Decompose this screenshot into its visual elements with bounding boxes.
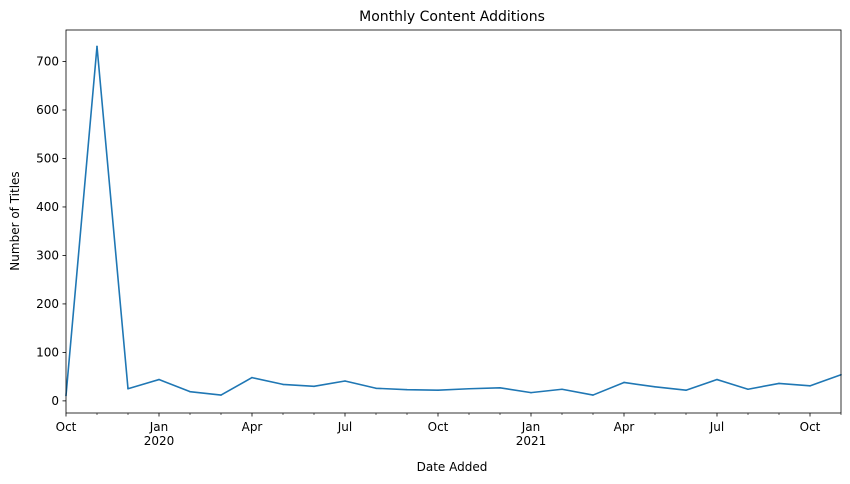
y-axis: 0 100 200 300 400 500 600 700	[36, 55, 66, 408]
data-point	[220, 394, 222, 396]
chart-title: Monthly Content Additions	[359, 9, 545, 25]
y-tick-label: 700	[36, 55, 59, 69]
data-point	[406, 388, 408, 391]
x-tick-label: Jul	[709, 420, 724, 434]
y-tick-label: 500	[36, 151, 59, 165]
data-point	[778, 382, 780, 385]
x-tick-label: Jan	[149, 420, 169, 434]
data-point	[468, 387, 470, 390]
data-point	[344, 380, 346, 382]
data-point	[654, 386, 656, 388]
x-tick-label: Oct	[56, 420, 77, 434]
y-tick-label: 0	[51, 394, 59, 408]
x-tick-year-label: 2020	[144, 434, 175, 448]
data-point	[716, 378, 718, 381]
y-tick-label: 400	[36, 200, 59, 214]
x-tick-label: Jan	[521, 420, 541, 434]
x-tick-label: Oct	[800, 420, 821, 434]
data-point	[530, 391, 532, 394]
data-point	[809, 385, 811, 387]
y-axis-label: Number of Titles	[8, 171, 22, 270]
data-point	[623, 381, 625, 384]
data-point	[313, 385, 315, 388]
data-point	[685, 389, 687, 392]
data-point	[189, 390, 191, 393]
data-point	[592, 394, 594, 396]
data-point	[747, 388, 749, 391]
data-point	[437, 389, 439, 392]
y-tick-label: 300	[36, 248, 59, 262]
series-line	[65, 45, 842, 396]
x-tick-year-label: 2021	[516, 434, 547, 448]
data-point	[499, 386, 501, 389]
y-tick-label: 600	[36, 103, 59, 117]
data-point	[282, 383, 284, 386]
x-tick-label: Oct	[428, 420, 449, 434]
data-point	[561, 388, 563, 391]
data-point	[251, 376, 253, 379]
plot-frame	[65, 29, 842, 414]
y-tick-label: 200	[36, 297, 59, 311]
x-tick-label: Jul	[337, 420, 352, 434]
plot-area	[65, 45, 842, 397]
x-axis-label: Date Added	[417, 460, 488, 474]
x-tick-label: Apr	[242, 420, 263, 434]
data-point	[375, 387, 377, 390]
data-point	[127, 387, 129, 390]
y-tick-label: 100	[36, 345, 59, 359]
x-tick-label: Apr	[614, 420, 635, 434]
data-point	[96, 45, 98, 48]
data-point	[158, 378, 160, 381]
